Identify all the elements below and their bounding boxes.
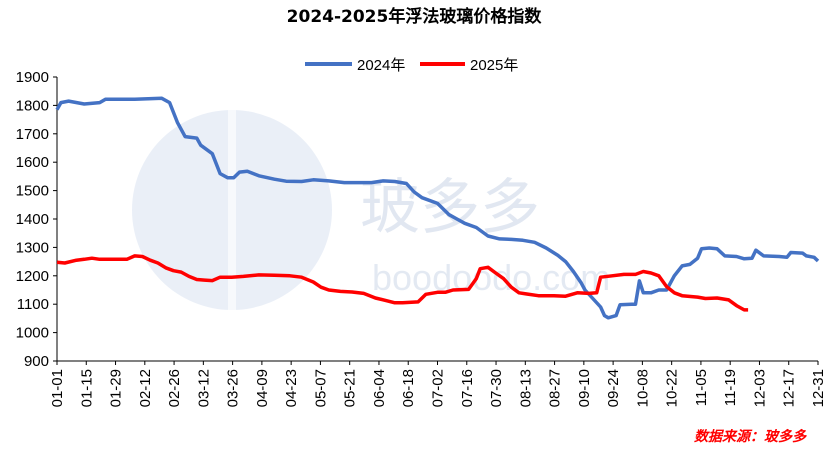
x-tick-label: 12-31 [810,369,827,407]
x-tick-label: 11-19 [722,369,739,406]
x-tick-label: 05-07 [312,369,329,407]
x-tick-label: 06-18 [400,369,417,407]
y-tick-label: 1600 [16,154,49,171]
y-tick-label: 1400 [16,211,49,228]
x-tick-label: 01-01 [49,369,66,407]
x-tick-label: 12-03 [751,369,768,407]
y-tick-label: 1000 [16,325,49,342]
x-tick-label: 10-08 [634,369,651,407]
x-tick-label: 07-30 [488,369,505,407]
x-tick-label: 04-23 [283,369,300,407]
x-tick-label: 08-27 [547,369,564,407]
x-tick-label: 09-10 [576,369,593,407]
x-tick-label: 02-12 [137,369,154,407]
x-tick-label: 06-04 [371,369,388,407]
watermark: 玻多多 boodoodo.com [132,95,610,327]
x-tick-label: 01-29 [108,369,125,407]
legend: 2024年 2025年 [305,57,518,74]
x-tick-label: 03-12 [195,369,212,407]
legend-label-2025: 2025年 [470,57,518,74]
source-note: 数据来源：玻多多 [694,428,807,445]
x-tick-label: 02-26 [166,369,183,407]
series-line-2025 [56,254,749,312]
x-tick-label: 03-26 [225,369,242,407]
y-tick-label: 900 [24,353,49,370]
y-tick-label: 1200 [16,268,49,285]
x-tick-label: 10-22 [664,369,681,407]
y-axis-ticks: 900 1000 1100 1200 1300 1400 1500 1600 1700 1800 1… [16,69,57,370]
watermark-text: 玻多多 [360,173,540,243]
x-tick-label: 09-24 [605,369,622,407]
x-tick-label: 11-05 [693,369,710,406]
x-axis-ticks: 01-01 01-15 01-29 02-12 02-26 03-12 03-26 04-09… [49,361,827,407]
x-tick-label: 05-21 [342,369,359,407]
watermark-url: boodoodo.com [372,257,610,298]
y-tick-label: 1900 [16,69,49,86]
y-tick-label: 1500 [16,183,49,200]
y-tick-label: 1300 [16,239,49,256]
y-tick-label: 1800 [16,97,49,114]
x-tick-label: 07-16 [459,369,476,407]
series-lines [55,96,820,320]
series-line-2024 [55,96,820,320]
legend-label-2024: 2024年 [357,57,405,74]
x-tick-label: 01-15 [78,369,95,407]
y-tick-label: 1700 [16,126,49,143]
x-tick-label: 04-09 [254,369,271,407]
x-tick-label: 12-17 [781,369,798,407]
x-tick-label: 08-13 [517,369,534,407]
x-tick-label: 07-02 [430,369,447,407]
y-tick-label: 1100 [17,296,49,313]
chart-title: 2024-2025年浮法玻璃价格指数 [287,6,543,27]
